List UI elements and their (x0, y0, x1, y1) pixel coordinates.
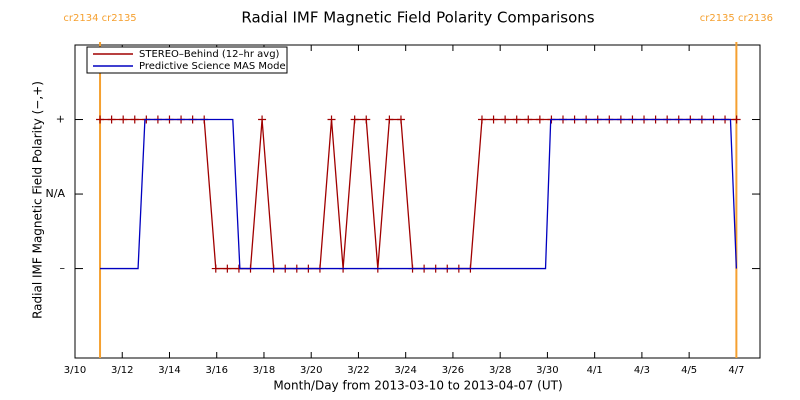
x-tick-label: 3/24 (394, 365, 416, 376)
point-marker (119, 115, 128, 124)
point-marker (535, 115, 544, 124)
x-tick-label: 3/20 (300, 365, 322, 376)
point-marker (477, 115, 486, 124)
x-tick-label: 3/28 (489, 365, 511, 376)
point-marker (327, 115, 336, 124)
legend-label: Predictive Science MAS Model (139, 61, 288, 72)
point-marker (130, 115, 139, 124)
chart-title: Radial IMF Magnetic Field Polarity Compa… (241, 9, 594, 27)
point-marker (211, 264, 220, 273)
legend-label: STEREO–Behind (12–hr avg) (139, 49, 280, 60)
x-tick-label: 4/5 (681, 365, 697, 376)
x-axis-label: Month/Day from 2013-03-10 to 2013-04-07 … (273, 379, 562, 393)
x-tick-label: 3/22 (347, 365, 369, 376)
x-tick-label: 4/3 (634, 365, 650, 376)
rotation-label: cr2135 cr2136 (700, 13, 773, 24)
y-tick-label: N/A (46, 187, 66, 200)
point-marker (96, 115, 105, 124)
point-marker (385, 115, 394, 124)
x-tick-label: 3/16 (205, 365, 227, 376)
y-tick-label: + (56, 113, 65, 126)
series-line (100, 118, 738, 270)
point-marker (223, 264, 232, 273)
point-marker (362, 115, 371, 124)
y-axis-label: Radial IMF Magnetic Field Polarity (−,+) (31, 81, 45, 319)
point-marker (512, 115, 521, 124)
y-tick-label: – (60, 262, 66, 275)
plot-frame (74, 44, 761, 359)
x-tick-label: 4/7 (728, 365, 744, 376)
rotation-label: cr2134 cr2135 (63, 13, 136, 24)
point-marker (107, 115, 116, 124)
x-tick-label: 3/10 (64, 365, 86, 376)
x-tick-label: 3/26 (442, 365, 464, 376)
x-tick-label: 3/12 (111, 365, 133, 376)
point-marker (732, 115, 741, 124)
x-tick-label: 3/30 (536, 365, 558, 376)
point-marker (489, 115, 498, 124)
x-tick-label: 3/18 (253, 365, 275, 376)
legend-box (86, 46, 288, 74)
x-tick-label: 4/1 (587, 365, 603, 376)
point-marker (524, 115, 533, 124)
point-marker (501, 115, 510, 124)
x-tick-label: 3/14 (158, 365, 180, 376)
point-marker (350, 115, 359, 124)
point-marker (258, 115, 267, 124)
point-marker (396, 115, 405, 124)
